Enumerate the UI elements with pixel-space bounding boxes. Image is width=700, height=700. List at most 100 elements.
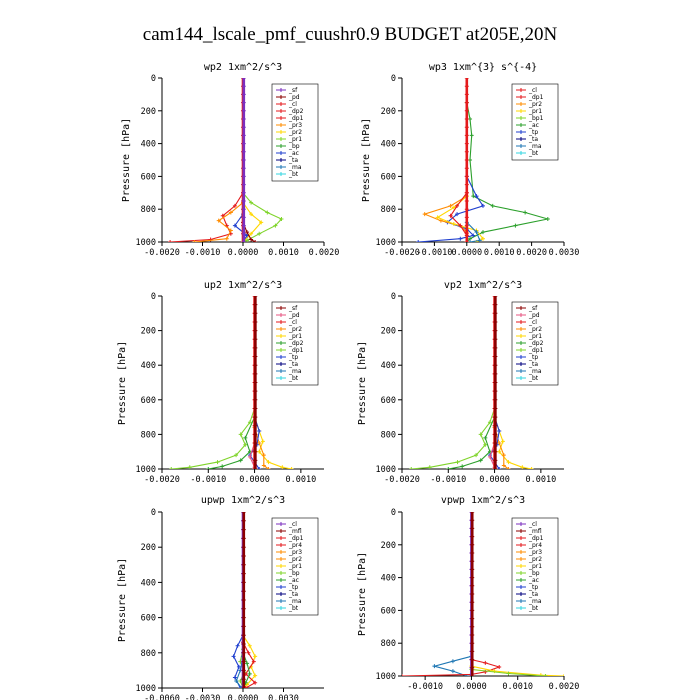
y-tick-label: 600: [381, 606, 396, 616]
data-point-marker: [243, 435, 248, 440]
legend-label: _bt: [528, 605, 539, 612]
data-point-marker: [253, 406, 258, 411]
data-point-marker: [543, 674, 548, 676]
data-point-marker: [490, 203, 495, 208]
data-point-marker: [493, 319, 498, 324]
plot-area: [402, 512, 564, 676]
data-point-marker: [487, 454, 492, 459]
data-point-marker: [451, 221, 456, 226]
data-point-marker: [266, 460, 271, 465]
y-tick-label: 0: [151, 74, 156, 84]
data-point-marker: [253, 680, 258, 685]
data-point-marker: [279, 313, 283, 317]
data-point-marker: [279, 557, 283, 561]
data-point-marker: [253, 337, 258, 342]
x-tick-label: 0.0010: [484, 248, 515, 258]
data-point-marker: [247, 671, 252, 676]
data-point-marker: [279, 144, 283, 148]
y-tick-label: 400: [381, 361, 396, 371]
x-tick-label: 0.0020: [516, 248, 547, 258]
data-point-marker: [279, 355, 283, 359]
x-tick-label: -0.0020: [384, 248, 420, 258]
y-tick-label: 400: [381, 140, 396, 150]
data-point-marker: [241, 554, 246, 558]
legend-label: _bp: [288, 570, 300, 577]
data-point-marker: [523, 210, 528, 215]
data-point-marker: [497, 449, 502, 454]
data-point-marker: [487, 420, 492, 425]
data-point-marker: [493, 345, 498, 350]
legend-label: _bp: [288, 143, 300, 150]
data-point-marker: [257, 441, 262, 446]
data-point-marker: [243, 686, 248, 688]
data-point-marker: [501, 463, 506, 468]
data-point-marker: [279, 123, 283, 127]
legend-label: _ac: [288, 150, 299, 157]
data-point-marker: [247, 643, 252, 648]
data-point-marker: [470, 633, 475, 637]
data-point-marker: [279, 158, 283, 162]
data-point-marker: [279, 599, 283, 603]
data-point-marker: [519, 116, 523, 120]
series-line-dp1: [242, 641, 257, 688]
data-point-marker: [289, 467, 294, 469]
data-point-marker: [279, 376, 283, 380]
data-point-marker: [455, 460, 460, 465]
legend: _sf_pd_cl_pr2_pr1_dp2_dp1_tp_ta_ma_bt: [511, 301, 559, 386]
x-tick-label: 0.0010: [268, 248, 299, 258]
data-point-marker: [470, 534, 475, 539]
data-point-marker: [241, 92, 246, 97]
legend-label: _pr1: [528, 108, 542, 115]
series-line-dp1: [170, 192, 244, 242]
data-point-marker: [451, 205, 456, 210]
legend: _cl_mfl_dp1_pr4_pr3_pr2_pr1_bp_ac_tp_ta_…: [511, 517, 559, 616]
y-tick-label: 800: [141, 430, 156, 440]
data-point-marker: [253, 458, 258, 463]
data-point-marker: [493, 302, 498, 307]
data-point-marker: [279, 151, 283, 155]
data-point-marker: [464, 141, 469, 146]
data-point-marker: [241, 562, 246, 567]
legend: _cl_mfl_dp1_pr4_pr3_pr2_pr1_bp_ac_tp_ta_…: [271, 517, 319, 616]
data-point-marker: [519, 95, 523, 99]
legend-label: _cl: [528, 521, 537, 528]
y-tick-label: 1000: [376, 465, 396, 475]
legend-label: _ta: [528, 136, 538, 143]
data-point-marker: [279, 585, 283, 589]
data-point-marker: [483, 442, 488, 447]
data-point-marker: [253, 354, 258, 359]
y-tick-label: 400: [141, 578, 156, 588]
legend-label: _pr3: [528, 549, 542, 556]
y-tick-label: 200: [381, 541, 396, 551]
legend-label: _pr1: [288, 563, 302, 570]
data-point-marker: [279, 217, 284, 222]
x-tick-label: -0.0010: [185, 248, 221, 258]
data-point-marker: [470, 567, 475, 572]
y-tick-label: 200: [381, 327, 396, 337]
data-point-marker: [464, 158, 469, 162]
data-point-marker: [253, 371, 258, 376]
legend-label: _pr2: [528, 326, 542, 333]
data-point-marker: [215, 460, 220, 465]
data-point-marker: [241, 527, 246, 532]
legend: _sf_pd_cl_dp2_dp1_pr3_pr2_pr1_bp_ac_ta_m…: [271, 83, 319, 182]
y-tick-label: 600: [141, 614, 156, 624]
data-point-marker: [519, 522, 523, 526]
x-tick-label: -0.0020: [144, 475, 180, 485]
legend-label: _ma: [528, 598, 542, 605]
data-point-marker: [253, 240, 258, 242]
data-point-marker: [481, 236, 485, 241]
data-point-marker: [238, 432, 243, 437]
x-tick-label: 0.0020: [549, 682, 580, 692]
y-axis-label: Pressure [hPa]: [357, 341, 368, 425]
panel-up2: up2 1xm^2/s^3 Pressure [hPa] 0 200 400 600 8…: [117, 280, 324, 485]
legend-label: _ta: [288, 157, 298, 164]
y-tick-label: 800: [381, 639, 396, 649]
y-axis-label: Pressure [hPa]: [121, 118, 132, 202]
data-point-marker: [241, 149, 246, 154]
legend-label: _ac: [528, 577, 539, 584]
data-point-marker: [241, 580, 246, 585]
data-point-marker: [448, 213, 453, 218]
x-tick-label: 0.0000: [228, 694, 259, 700]
data-point-marker: [279, 578, 283, 582]
